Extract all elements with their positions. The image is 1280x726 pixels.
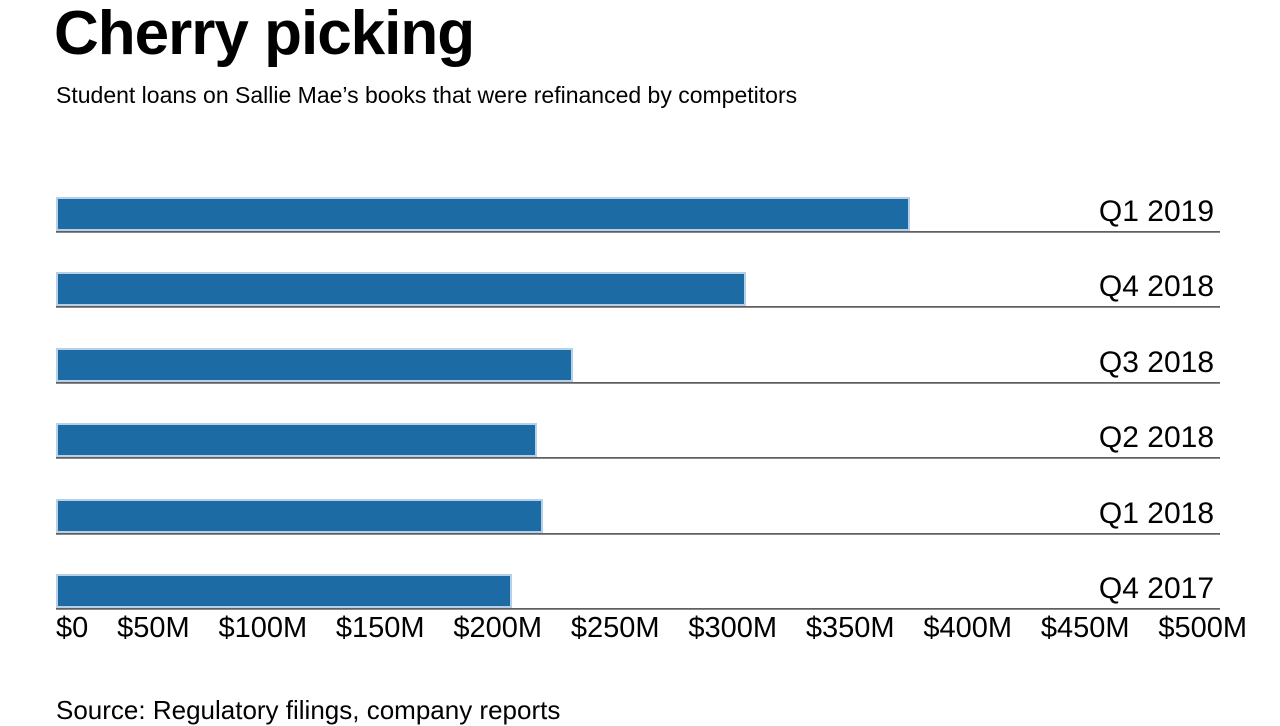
x-tick-label: $350M — [805, 612, 895, 644]
x-tick-label: $150M — [335, 612, 425, 644]
x-tick-label: $200M — [453, 612, 543, 644]
x-tick-label: $250M — [570, 612, 660, 644]
row-baseline — [56, 608, 1220, 610]
chart-subtitle: Student loans on Sallie Mae’s books that… — [56, 82, 798, 108]
bar-row: Q4 2017 — [56, 572, 1220, 610]
x-tick-label: $50M — [117, 612, 190, 644]
row-baseline — [56, 231, 1220, 233]
bar — [56, 498, 543, 533]
category-label: Q1 2018 — [1098, 496, 1214, 530]
bar — [56, 574, 512, 608]
x-tick-label: $0 — [56, 612, 89, 644]
x-tick-label: $100M — [218, 612, 308, 644]
bar-row: Q1 2019 — [56, 195, 1220, 233]
category-label: Q4 2018 — [1098, 270, 1214, 304]
bar-row: Q3 2018 — [56, 345, 1220, 384]
x-tick-label: $300M — [688, 612, 778, 644]
category-label: Q4 2017 — [1098, 572, 1214, 605]
x-axis: $0 $50M $100M $150M $200M $250M $300M $350M $400… — [56, 612, 1247, 644]
x-tick-label: $500M — [1158, 612, 1247, 644]
bar — [56, 423, 537, 458]
row-baseline — [56, 381, 1220, 384]
row-baseline — [56, 306, 1220, 309]
row-baseline — [56, 457, 1220, 460]
bar-row: Q1 2018 — [56, 496, 1220, 535]
source-note: Source: Regulatory filings, company repo… — [56, 695, 561, 725]
bar-chart-plot-area: Q1 2019 Q4 2018 Q3 2018 Q2 2018 Q1 2018 Q4 20… — [56, 195, 1220, 617]
bar — [56, 272, 746, 307]
category-label: Q2 2018 — [1098, 421, 1214, 455]
row-baseline — [56, 532, 1220, 535]
bar-row: Q2 2018 — [56, 421, 1220, 460]
category-label: Q1 2019 — [1098, 195, 1214, 228]
chart-title: Cherry picking — [54, 0, 475, 68]
bar — [56, 197, 910, 231]
bar-row: Q4 2018 — [56, 270, 1220, 309]
x-tick-label: $450M — [1040, 612, 1130, 644]
category-label: Q3 2018 — [1098, 345, 1214, 379]
x-tick-label: $400M — [923, 612, 1013, 644]
bar — [56, 347, 573, 382]
